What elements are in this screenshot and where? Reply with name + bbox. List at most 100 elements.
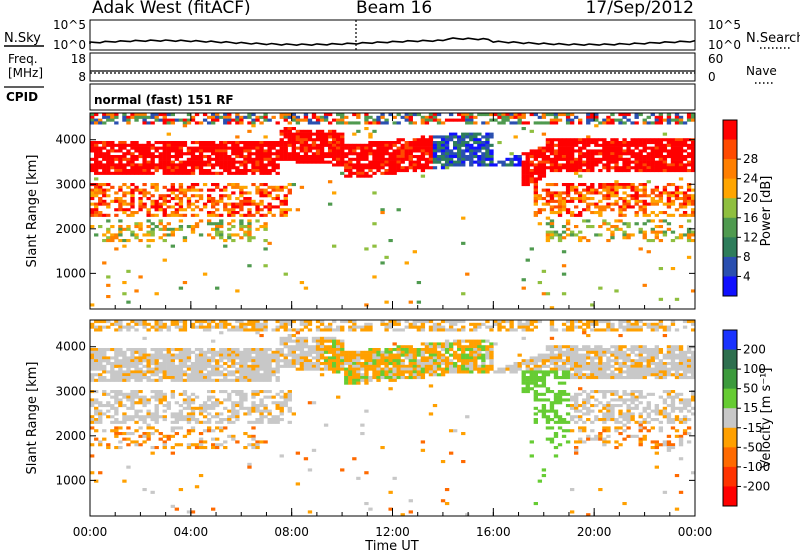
heatmap-cell bbox=[206, 171, 212, 175]
heatmap-cell bbox=[674, 157, 680, 161]
heatmap-cell bbox=[686, 255, 692, 259]
heatmap-cell bbox=[231, 219, 236, 223]
heatmap-cell bbox=[642, 166, 647, 170]
heatmap-cell bbox=[569, 152, 575, 156]
heatmap-cell bbox=[549, 236, 555, 240]
heatmap-cell bbox=[142, 401, 147, 405]
heatmap-cell bbox=[259, 401, 264, 405]
heatmap-cell bbox=[436, 146, 442, 150]
heatmap-cell bbox=[574, 169, 579, 173]
heatmap-cell bbox=[275, 141, 280, 145]
heatmap-cell bbox=[295, 115, 301, 119]
heatmap-cell bbox=[525, 152, 530, 156]
heatmap-cell bbox=[206, 115, 212, 119]
heatmap-cell bbox=[565, 141, 571, 145]
heatmap-cell bbox=[150, 113, 155, 117]
heatmap-cell bbox=[223, 208, 228, 212]
heatmap-cell bbox=[327, 121, 333, 125]
heatmap-cell bbox=[400, 143, 405, 147]
heatmap-cell bbox=[283, 141, 288, 145]
heatmap-cell bbox=[142, 376, 147, 380]
heatmap-cell bbox=[154, 163, 159, 167]
heatmap-cell bbox=[239, 359, 244, 363]
heatmap-cell bbox=[114, 370, 119, 374]
heatmap-cell bbox=[323, 118, 329, 122]
heatmap-cell bbox=[146, 155, 151, 159]
heatmap-cell bbox=[178, 412, 184, 416]
heatmap-cell bbox=[102, 364, 107, 368]
heatmap-cell bbox=[130, 115, 135, 119]
heatmap-cell bbox=[674, 149, 680, 153]
heatmap-cell bbox=[154, 420, 159, 424]
heatmap-cell bbox=[138, 188, 143, 192]
heatmap-cell bbox=[574, 398, 579, 402]
heatmap-cell bbox=[533, 364, 538, 368]
heatmap-cell bbox=[586, 169, 591, 173]
heatmap-cell bbox=[110, 348, 115, 352]
heatmap-cell bbox=[553, 434, 559, 438]
heatmap-cell bbox=[553, 152, 559, 156]
heatmap-cell bbox=[453, 350, 458, 354]
heatmap-cell bbox=[578, 146, 583, 150]
heatmap-cell bbox=[654, 138, 659, 142]
heatmap-cell bbox=[202, 320, 208, 324]
heatmap-cell bbox=[336, 364, 341, 368]
heatmap-cell bbox=[90, 169, 95, 173]
heatmap-cell bbox=[194, 199, 200, 203]
heatmap-cell bbox=[658, 169, 664, 173]
heatmap-cell bbox=[513, 362, 518, 366]
heatmap-cell bbox=[356, 370, 361, 374]
heatmap-cell bbox=[178, 183, 184, 187]
heatmap-cell bbox=[578, 152, 583, 156]
heatmap-cell bbox=[590, 202, 595, 206]
heatmap-cell bbox=[283, 113, 288, 117]
heatmap-cell bbox=[303, 342, 309, 346]
heatmap-cell bbox=[138, 208, 143, 212]
heatmap-cell bbox=[114, 155, 119, 159]
heatmap-cell bbox=[638, 199, 643, 203]
heatmap-cell bbox=[182, 392, 188, 396]
heatmap-cell bbox=[166, 143, 171, 147]
heatmap-cell bbox=[457, 342, 462, 346]
heatmap-cell bbox=[662, 163, 668, 167]
heatmap-cell bbox=[364, 171, 369, 175]
heatmap-cell bbox=[436, 342, 442, 346]
heatmap-cell bbox=[574, 171, 579, 175]
heatmap-cell bbox=[388, 239, 393, 243]
heatmap-cell bbox=[420, 149, 426, 153]
heatmap-cell bbox=[154, 409, 159, 413]
heatmap-cell bbox=[561, 230, 567, 234]
heatmap-cell bbox=[186, 398, 192, 402]
heatmap-cell bbox=[219, 157, 224, 161]
heatmap-cell bbox=[606, 115, 611, 119]
heatmap-cell bbox=[319, 160, 325, 164]
heatmap-cell bbox=[549, 322, 555, 326]
heatmap-cell bbox=[392, 115, 397, 119]
heatmap-cell bbox=[529, 180, 534, 184]
heatmap-cell bbox=[590, 197, 595, 201]
heatmap-cell bbox=[533, 376, 538, 380]
heatmap-cell bbox=[670, 118, 676, 122]
heatmap-cell bbox=[211, 166, 216, 170]
heatmap-cell bbox=[194, 149, 200, 153]
heatmap-cell bbox=[368, 146, 373, 150]
heatmap-cell bbox=[384, 143, 389, 147]
heatmap-cell bbox=[622, 163, 627, 167]
heatmap-cell bbox=[118, 353, 123, 357]
heatmap-cell bbox=[457, 339, 462, 343]
heatmap-cell bbox=[610, 233, 615, 237]
heatmap-cell bbox=[247, 359, 252, 363]
heatmap-cell bbox=[223, 440, 228, 444]
heatmap-cell bbox=[578, 359, 583, 363]
heatmap-cell bbox=[263, 406, 268, 410]
heatmap-cell bbox=[654, 118, 659, 122]
heatmap-cell bbox=[622, 185, 627, 189]
heatmap-cell bbox=[493, 322, 498, 326]
heatmap-cell bbox=[594, 211, 599, 215]
heatmap-cell bbox=[332, 129, 337, 133]
heatmap-cell bbox=[90, 362, 95, 366]
heatmap-cell bbox=[235, 141, 240, 145]
heatmap-cell bbox=[190, 118, 196, 122]
heatmap-cell bbox=[239, 376, 244, 380]
heatmap-cell bbox=[444, 163, 450, 167]
